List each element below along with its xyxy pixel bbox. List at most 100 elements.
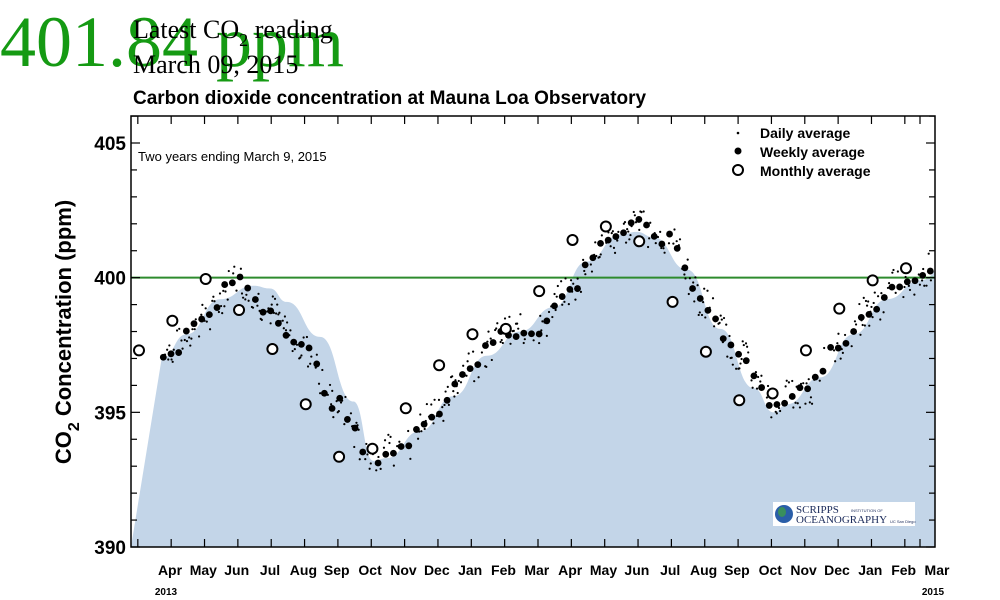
daily-point [961,250,963,252]
daily-point [501,341,504,345]
daily-point [295,343,299,346]
daily-point [892,268,895,272]
weekly-point [635,216,643,223]
daily-point [547,310,551,314]
daily-point [168,344,171,347]
daily-point [204,307,207,310]
daily-point [611,230,614,233]
y-tick-label: 395 [94,403,126,424]
monthly-point [833,302,846,315]
daily-point [686,258,689,261]
x-month-label: Jan [858,562,882,578]
daily-point [208,328,212,331]
daily-point [868,324,871,327]
y-axis-label-subscript: 2 [66,422,83,431]
daily-point [622,222,625,225]
monthly-point [666,295,679,308]
daily-point [887,282,891,285]
daily-point [629,233,632,237]
daily-point [299,356,302,359]
daily-point [499,340,502,344]
weekly-point [328,405,336,412]
legend-weekly-label: Weekly average [760,144,865,160]
daily-point [205,320,208,323]
daily-point [382,446,386,449]
daily-point [273,297,277,300]
weekly-point [451,380,459,388]
weekly-point [781,399,789,407]
daily-point [701,301,705,304]
daily-point [222,289,225,292]
daily-point [212,295,215,298]
daily-point [471,350,475,353]
daily-point [219,304,223,308]
daily-point [569,279,573,282]
daily-point [310,355,313,358]
daily-point [955,278,957,280]
daily-point [462,364,465,367]
monthly-point [766,387,779,400]
x-month-label: Aug [290,562,317,578]
daily-point [409,457,412,460]
daily-point [590,270,594,273]
daily-point [423,427,426,431]
monthly-point [633,235,646,248]
daily-point [335,400,338,403]
daily-point [612,246,616,249]
monthly-point [233,303,246,316]
daily-point [613,251,617,254]
weekly-point [643,221,650,229]
daily-point [678,238,682,241]
daily-point [490,358,493,362]
daily-point [383,439,387,442]
daily-point [364,458,367,461]
daily-point [739,362,742,365]
weekly-point [750,372,758,380]
weekly-point [175,349,183,356]
daily-point [640,211,643,214]
daily-point [282,327,285,330]
monthly-point [433,359,446,372]
y-tick-label: 405 [94,134,126,155]
weekly-point [765,402,773,409]
daily-point [560,280,563,283]
weekly-point [459,371,466,378]
daily-point [178,327,181,330]
daily-point [539,314,542,317]
weekly-point [543,317,551,325]
daily-point [226,298,229,301]
daily-point [818,379,821,382]
daily-point [718,321,721,324]
daily-point [256,304,259,307]
daily-point [584,273,587,276]
daily-point [200,313,203,316]
daily-point [166,348,169,351]
weekly-point [942,264,949,271]
daily-point [808,401,811,404]
daily-point [512,329,515,332]
daily-point [792,406,795,409]
daily-point [217,310,220,314]
monthly-point [900,262,912,275]
daily-point [638,228,641,231]
weekly-point [811,373,819,381]
daily-point [738,367,741,370]
weekly-point [903,278,911,286]
daily-point [508,315,511,318]
daily-point [687,292,690,296]
daily-point [925,284,928,287]
daily-point [332,416,335,419]
daily-point [275,312,278,315]
daily-point [554,308,557,312]
daily-point [659,230,662,234]
daily-point [746,345,749,348]
daily-point [538,341,541,345]
daily-point [805,382,808,385]
daily-point [798,406,802,409]
y-tick-label: 400 [94,269,126,290]
daily-point [583,269,586,273]
monthly-point [799,344,812,357]
weekly-point [612,233,620,240]
daily-point [489,337,492,340]
